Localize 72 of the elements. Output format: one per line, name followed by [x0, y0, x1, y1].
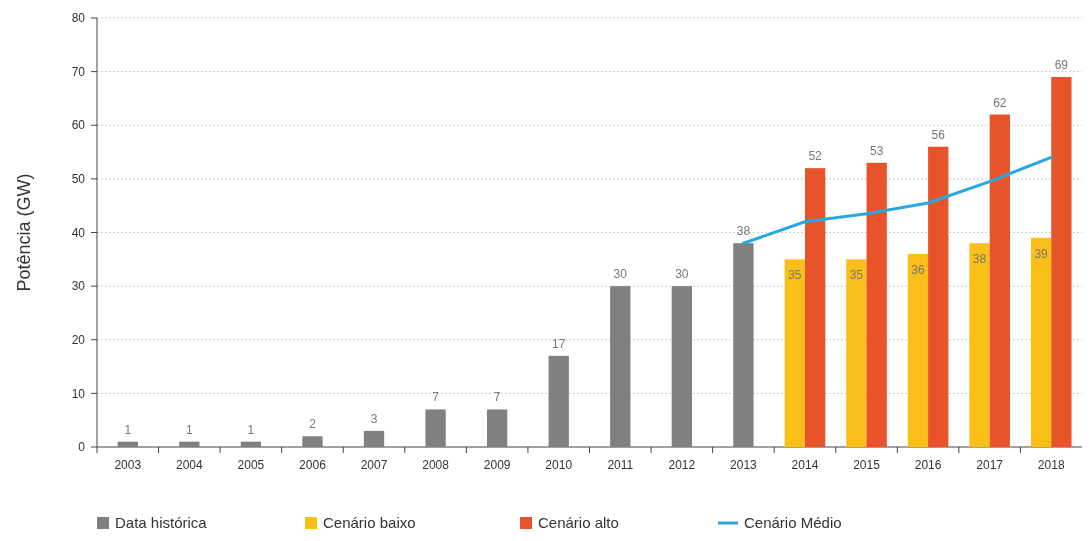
data-label: 56 [931, 127, 946, 142]
x-tick-label: 2017 [976, 458, 1004, 472]
x-tick-label: 2009 [483, 458, 511, 472]
bar [117, 441, 138, 447]
data-label: 1 [124, 422, 132, 437]
x-tick-label: 2015 [853, 458, 881, 472]
data-label: 17 [552, 336, 566, 351]
data-label: 3 [370, 411, 378, 426]
x-tick-label: 2012 [668, 458, 696, 472]
legend-label: Data histórica [115, 514, 208, 532]
x-tick-label: 2008 [422, 458, 450, 472]
x-tick-label: 2014 [791, 458, 819, 472]
x-tick-label: 2003 [114, 458, 142, 472]
x-tick-label: 2004 [175, 458, 204, 472]
y-tick-label: 70 [71, 64, 86, 79]
bar [969, 243, 990, 447]
bar [733, 243, 754, 447]
y-tick-label: 20 [71, 332, 86, 347]
bar [302, 436, 323, 447]
data-label: 53 [870, 143, 884, 158]
data-label: 30 [675, 267, 689, 282]
data-label: 35 [788, 268, 802, 283]
data-label: 30 [613, 267, 628, 282]
x-tick-label: 2016 [914, 458, 942, 472]
bar [363, 430, 385, 447]
x-tick-label: 2007 [360, 458, 388, 472]
legend-label: Cenário baixo [323, 514, 416, 532]
bar [610, 286, 631, 447]
data-label: 35 [849, 268, 864, 283]
bar [784, 259, 805, 447]
bar [928, 146, 949, 447]
data-label: 2 [309, 417, 317, 432]
x-tick-label: 2010 [545, 458, 573, 472]
bar [487, 409, 508, 447]
x-tick-label: 2018 [1037, 458, 1065, 472]
bar [179, 441, 200, 447]
y-tick-label: 60 [71, 118, 86, 133]
y-axis-title: Potência (GW) [14, 173, 34, 292]
x-tick-label: 2005 [237, 458, 265, 472]
data-label: 39 [1034, 246, 1049, 261]
data-label: 38 [736, 224, 751, 239]
legend-label: Cenário Médio [744, 514, 842, 532]
y-tick-label: 40 [71, 225, 86, 240]
x-tick-label: 2006 [299, 458, 327, 472]
y-tick-label: 0 [78, 440, 86, 455]
y-tick-label: 10 [71, 386, 86, 401]
bar [866, 162, 887, 447]
bar [1051, 76, 1072, 447]
data-label: 1 [247, 422, 255, 437]
bar [240, 441, 262, 447]
data-label: 7 [432, 390, 440, 405]
bar [548, 355, 569, 447]
data-label: 69 [1054, 57, 1069, 72]
bar [425, 409, 446, 447]
x-tick-label: 2013 [730, 458, 758, 472]
data-label: 1 [186, 422, 193, 437]
y-tick-label: 30 [71, 279, 86, 294]
data-label: 7 [493, 390, 501, 405]
data-label: 36 [911, 262, 925, 277]
x-tick-label: 2011 [607, 458, 634, 472]
data-label: 38 [972, 252, 987, 267]
bar [1030, 237, 1052, 447]
bar [846, 259, 867, 447]
bar [907, 253, 929, 447]
bar [804, 168, 826, 447]
bar [671, 286, 692, 447]
y-tick-label: 50 [71, 172, 86, 187]
bar [989, 114, 1010, 447]
y-tick-label: 80 [71, 11, 86, 26]
data-label: 62 [993, 95, 1007, 110]
legend-label: Cenário alto [538, 514, 619, 532]
data-label: 52 [808, 149, 823, 164]
